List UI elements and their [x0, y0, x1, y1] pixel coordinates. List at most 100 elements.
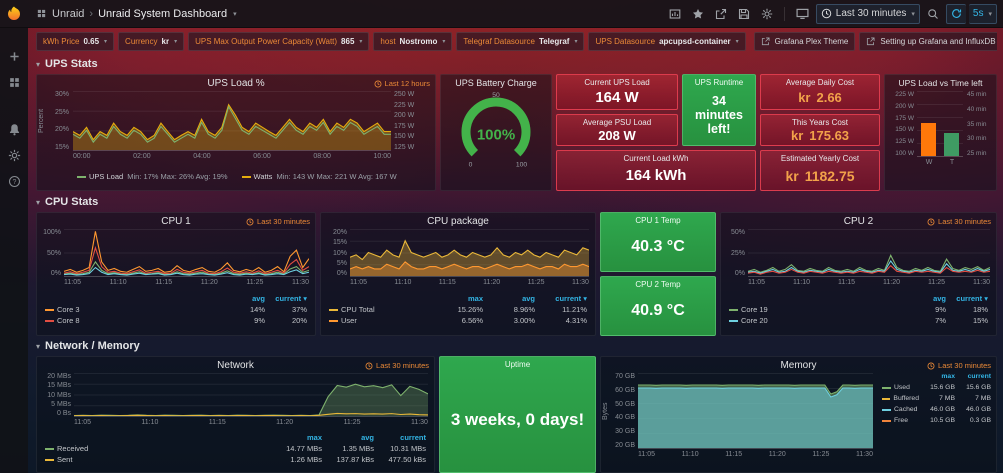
dashboards-icon[interactable]: [8, 76, 21, 89]
panel-cpu-1[interactable]: CPU 1 Last 30 minutes 100% 50% 0% 11:05 11:…: [36, 212, 316, 336]
time-badge[interactable]: Last 12 hours: [374, 79, 430, 88]
link-ups-monitoring-guide[interactable]: Setting up Grafana and InfluxDB for UPS …: [859, 32, 997, 51]
share-button[interactable]: [711, 5, 731, 23]
panel-cpu-2[interactable]: CPU 2 Last 30 minutes 50% 25% 0% 11:05 11:1…: [720, 212, 997, 336]
row-header-cpu-stats[interactable]: ▾ CPU Stats: [36, 196, 99, 208]
panel-cpu2-temp[interactable]: CPU 2 Temp 40.9 °C: [600, 276, 716, 336]
ups-bars-chart[interactable]: [917, 91, 963, 157]
legend-series[interactable]: Received: [45, 444, 270, 453]
panel-current-ups-load[interactable]: Current UPS Load 164 W: [556, 74, 678, 110]
variable-ups-max-output[interactable]: UPS Max Output Power Capacity (Watt) 865…: [188, 32, 370, 51]
variable-telegraf-datasource[interactable]: Telegraf Datasource Telegraf ▾: [456, 32, 585, 51]
legend-header[interactable]: max: [941, 373, 955, 380]
legend-series[interactable]: UPS Load Min: 17% Max: 26% Avg: 19%: [77, 172, 228, 181]
panel-network[interactable]: Network Last 30 minutes 20 MBs 15 MBs 10 M…: [36, 356, 435, 473]
panel-cpu-package[interactable]: CPU package 20% 15% 10% 5% 0% 11:05 11:10 11:1…: [320, 212, 596, 336]
time-badge[interactable]: Last 30 minutes: [246, 217, 310, 226]
legend-header[interactable]: current ▾: [275, 294, 307, 303]
legend-header[interactable]: avg: [361, 433, 374, 442]
variable-host[interactable]: host Nostromo ▾: [373, 32, 453, 51]
panel-ups-load-vs-time[interactable]: UPS Load vs Time left 225 W 200 W 175 W 150…: [884, 74, 997, 191]
row-header-ups-stats[interactable]: ▾ UPS Stats: [36, 58, 98, 70]
legend-header[interactable]: current ▾: [956, 294, 988, 303]
time-badge[interactable]: Last 30 minutes: [927, 361, 991, 370]
time-range-picker[interactable]: Last 30 minutes ▾: [815, 3, 920, 24]
legend-series[interactable]: Cached: [882, 406, 919, 413]
panel-average-daily-cost[interactable]: Average Daily Cost kr 2.66: [760, 74, 880, 110]
legend-header[interactable]: max: [306, 433, 322, 442]
panel-ups-battery-charge[interactable]: UPS Battery Charge 100% 0 50 100: [440, 74, 552, 191]
panel-title[interactable]: UPS Load %: [207, 78, 265, 89]
time-badge[interactable]: Last 30 minutes: [365, 361, 429, 370]
legend-series[interactable]: Core 19: [729, 305, 904, 314]
variables-bar: kWh Price 0.65 ▾ Currency kr ▾ UPS Max O…: [36, 31, 997, 52]
grafana-logo-icon[interactable]: [0, 0, 28, 28]
refresh-button[interactable]: [945, 3, 966, 24]
panel-title[interactable]: CPU package: [427, 216, 489, 227]
legend-header[interactable]: avg: [933, 294, 946, 303]
panel-title[interactable]: UPS Battery Charge: [455, 78, 537, 88]
network-chart[interactable]: [74, 373, 428, 417]
legend-series[interactable]: Core 8: [45, 316, 223, 325]
legend-series[interactable]: Used: [882, 384, 919, 391]
save-button[interactable]: [734, 5, 754, 23]
legend-series[interactable]: Buffered: [882, 395, 919, 402]
panel-ups-runtime[interactable]: UPS Runtime 34 minutes left!: [682, 74, 756, 146]
stat-title: Average Daily Cost: [785, 78, 855, 87]
time-badge[interactable]: Last 30 minutes: [927, 217, 991, 226]
panel-title[interactable]: Network: [217, 360, 254, 371]
memory-chart[interactable]: [638, 373, 873, 449]
panel-estimated-yearly-cost[interactable]: Estimated Yearly Cost kr 1182.75: [760, 150, 880, 191]
legend-header[interactable]: current: [400, 433, 426, 442]
alerting-bell-icon[interactable]: [8, 123, 21, 136]
variable-currency[interactable]: Currency kr ▾: [118, 32, 185, 51]
star-button[interactable]: [688, 5, 708, 23]
dashboard-settings-gear-icon[interactable]: [757, 5, 777, 23]
panel-memory[interactable]: Memory Last 30 minutes Bytes 70 GB 60 GB 5…: [600, 356, 997, 473]
legend-series[interactable]: Watts Min: 143 W Max: 221 W Avg: 167 W: [241, 172, 397, 181]
link-grafana-plex-theme[interactable]: Grafana Plex Theme: [753, 32, 856, 51]
legend-header[interactable]: max: [467, 294, 483, 303]
chevron-down-icon[interactable]: ▾: [233, 10, 237, 18]
variable-kwh-price[interactable]: kWh Price 0.65 ▾: [36, 32, 115, 51]
tv-mode-button[interactable]: [792, 4, 813, 23]
cpu2-chart[interactable]: [748, 229, 990, 277]
ups-load-chart[interactable]: [73, 91, 391, 151]
cpu1-chart[interactable]: [64, 229, 309, 277]
panel-title[interactable]: UPS Load vs Time left: [898, 78, 983, 88]
configuration-gear-icon[interactable]: [8, 149, 21, 162]
breadcrumb-dashboard[interactable]: Unraid System Dashboard: [98, 7, 228, 20]
legend-series[interactable]: Core 3: [45, 305, 223, 314]
bar-W[interactable]: [921, 122, 936, 156]
add-panel-button[interactable]: [665, 5, 685, 23]
panel-current-load-kwh[interactable]: Current Load kWh 164 kWh: [556, 150, 756, 191]
legend-header[interactable]: avg: [522, 294, 535, 303]
legend-series[interactable]: Free: [882, 417, 919, 424]
bar-T[interactable]: [944, 132, 959, 156]
legend-header[interactable]: avg: [252, 294, 265, 303]
legend-series[interactable]: CPU Total: [329, 305, 431, 314]
panel-this-years-cost[interactable]: This Years Cost kr 175.63: [760, 114, 880, 146]
panel-uptime[interactable]: Uptime 3 weeks, 0 days!: [439, 356, 596, 473]
legend-series[interactable]: Sent: [45, 455, 270, 464]
legend-row: Core 19 9% 18%: [729, 304, 988, 315]
panel-title[interactable]: CPU 1: [161, 216, 191, 227]
panel-cpu1-temp[interactable]: CPU 1 Temp 40.3 °C: [600, 212, 716, 272]
breadcrumb-folder[interactable]: Unraid: [52, 7, 85, 20]
variable-ups-datasource[interactable]: UPS Datasource apcupsd-container ▾: [588, 32, 746, 51]
cpu-package-chart[interactable]: [350, 229, 589, 277]
legend-series[interactable]: User: [329, 316, 431, 325]
row-header-network-memory[interactable]: ▾ Network / Memory: [36, 340, 140, 352]
help-icon[interactable]: ?: [8, 175, 21, 188]
panel-ups-load[interactable]: UPS Load % Last 12 hours Percent 30% 25% 2…: [36, 74, 436, 191]
legend-series[interactable]: Core 20: [729, 316, 904, 325]
legend-header[interactable]: current: [967, 373, 991, 380]
legend-header[interactable]: current ▾: [555, 294, 587, 303]
panel-average-psu-load[interactable]: Average PSU Load 208 W: [556, 114, 678, 146]
panel-title[interactable]: CPU 2: [843, 216, 874, 227]
create-plus-icon[interactable]: [8, 50, 21, 63]
stat-title: Estimated Yearly Cost: [780, 154, 860, 163]
zoom-out-button[interactable]: [923, 5, 943, 23]
refresh-interval-dropdown[interactable]: 5s ▾: [968, 3, 997, 24]
panel-title[interactable]: Memory: [780, 360, 817, 371]
